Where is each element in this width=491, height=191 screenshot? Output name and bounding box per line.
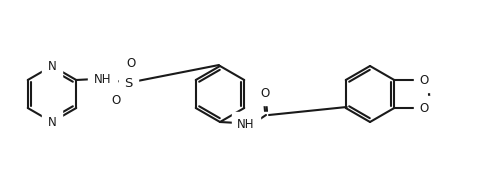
Text: O: O	[260, 87, 270, 100]
Text: N: N	[48, 60, 56, 73]
Text: NH: NH	[237, 117, 255, 130]
Text: O: O	[127, 57, 136, 70]
Text: N: N	[48, 116, 56, 129]
Text: O: O	[111, 94, 121, 107]
Text: NH: NH	[93, 73, 111, 86]
Text: S: S	[124, 77, 133, 90]
Text: O: O	[420, 74, 429, 87]
Text: O: O	[420, 101, 429, 114]
